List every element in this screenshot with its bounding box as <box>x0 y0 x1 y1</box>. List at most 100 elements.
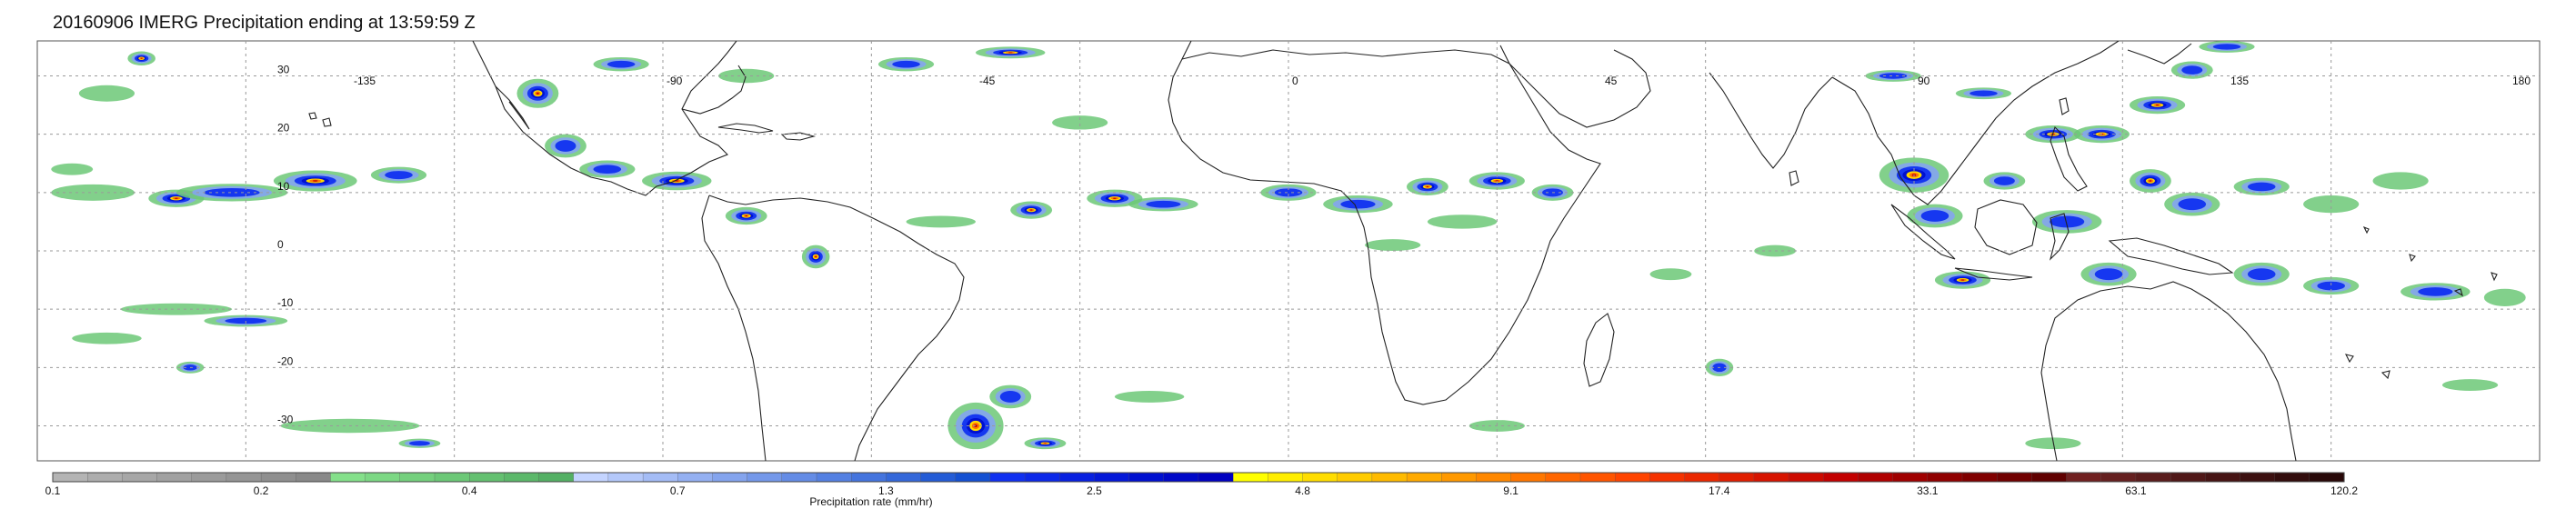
precip-cell-46 <box>2164 192 2220 216</box>
precip-cell-49 <box>2372 172 2429 190</box>
precip-cell-6 <box>78 85 135 102</box>
precip-cell-9 <box>545 134 586 158</box>
colorbar-swatch <box>989 472 1026 483</box>
precip-cell-35 <box>1983 172 2026 190</box>
precip-cell-39 <box>2170 61 2213 79</box>
graticule <box>37 41 2540 461</box>
precip-cell-5 <box>51 163 94 175</box>
colorbar-swatch <box>920 472 957 483</box>
colorbar-tick-label: 17.4 <box>1709 484 1730 497</box>
colorbar-swatch <box>2031 472 2068 483</box>
colorbar: 0.1 0.2 0.4 0.7 1.3 2.5 4.8 9.1 17.4 33.1 63.1 120.… <box>45 472 2358 508</box>
precip-cell-30 <box>1649 268 1692 281</box>
colorbar-tick-label: 0.7 <box>670 484 686 497</box>
colorbar-swatch <box>2135 472 2171 483</box>
precip-cell-12 <box>725 206 767 225</box>
precip-cell-1 <box>273 170 357 192</box>
precip-cell-16 <box>877 56 935 72</box>
colorbar-swatch <box>1892 472 1929 483</box>
colorbar-tick-label: 63.1 <box>2125 484 2147 497</box>
coastlines <box>308 41 2498 461</box>
precip-cell-19 <box>1087 189 1143 207</box>
colorbar-swatch <box>1510 472 1547 483</box>
colorbar-swatch <box>434 472 470 483</box>
page-title: 20160906 IMERG Precipitation ending at 1… <box>53 13 476 33</box>
precip-cell-11 <box>642 171 712 191</box>
colorbar-swatch <box>2100 472 2137 483</box>
colorbar-swatch <box>1927 472 1963 483</box>
colorbar-swatch <box>1233 472 1268 483</box>
colorbar-tick-label: 9.1 <box>1503 484 1519 497</box>
precip-cell-40 <box>2199 41 2255 53</box>
colorbar-swatch <box>52 472 88 483</box>
colorbar-swatch <box>1371 472 1408 483</box>
colorbar-swatch <box>1719 472 1755 483</box>
coastline-florida <box>681 65 747 115</box>
coastline-philippines <box>2050 125 2088 192</box>
colorbar-swatch <box>504 472 540 483</box>
latitude-labels: 30 20 10 0 -10 -20 -30 <box>277 64 294 426</box>
precip-cell-17 <box>976 46 1046 59</box>
longitude-label: -90 <box>667 75 683 87</box>
colorbar-swatch <box>365 472 401 483</box>
precipitation-layer <box>51 41 2526 450</box>
precip-cell-53 <box>2483 288 2526 306</box>
precip-cell-18 <box>1010 201 1053 219</box>
latitude-label: -20 <box>277 354 294 367</box>
colorbar-swatch <box>851 472 887 483</box>
colorbar-swatch <box>226 472 262 483</box>
precip-cell-41 <box>2129 169 2171 193</box>
colorbar-swatch <box>1615 472 1650 483</box>
colorbar-swatch <box>469 472 505 483</box>
colorbar-tick-label: 33.1 <box>1917 484 1939 497</box>
colorbar-swatch <box>1128 472 1165 483</box>
coastline-hawaii <box>308 112 332 127</box>
coastline-borneo <box>1974 199 2038 255</box>
coastline-se-asia <box>1831 41 2120 205</box>
precip-cell-63 <box>1114 391 1185 403</box>
precip-cell-25 <box>1406 177 1448 196</box>
longitude-label: 90 <box>1918 75 1930 87</box>
colorbar-swatch <box>2274 472 2310 483</box>
colorbar-swatch <box>2309 472 2345 483</box>
precip-cell-34 <box>1934 271 1991 289</box>
latitude-label: 0 <box>277 238 284 251</box>
colorbar-swatch <box>1823 472 1859 483</box>
colorbar-swatch <box>1788 472 1824 483</box>
colorbar-swatch <box>1059 472 1096 483</box>
longitude-label: -135 <box>354 75 376 87</box>
colorbar-swatch <box>1684 472 1720 483</box>
precip-cell-22 <box>1052 115 1108 130</box>
colorbar-swatch <box>1997 472 2032 483</box>
colorbar-tick-label: 1.3 <box>878 484 894 497</box>
coastline-pacific-islands <box>2344 225 2498 380</box>
coastline-north-america <box>472 41 737 196</box>
coastline-taiwan <box>2059 97 2070 115</box>
colorbar-swatch <box>607 472 644 483</box>
colorbar-tick-label: 2.5 <box>1087 484 1102 497</box>
precip-cell-28 <box>1427 215 1498 229</box>
colorbar-swatch <box>2066 472 2102 483</box>
colorbar-swatch <box>87 472 123 483</box>
precip-cell-33 <box>1907 204 1963 228</box>
precip-cell-23 <box>1260 184 1317 201</box>
coastline-india <box>1709 72 1833 169</box>
colorbar-frame <box>52 472 2345 483</box>
colorbar-swatch <box>781 472 817 483</box>
colorbar-swatch <box>2205 472 2241 483</box>
precip-cell-29 <box>1365 239 1421 252</box>
colorbar-swatch <box>2240 472 2276 483</box>
coastline-australia <box>2040 281 2297 461</box>
colorbar-swatch <box>156 472 193 483</box>
precip-cell-45 <box>2080 262 2137 286</box>
precip-cell-20 <box>1128 196 1198 212</box>
colorbar-swatch <box>1337 472 1373 483</box>
longitude-label: 135 <box>2230 75 2249 87</box>
precip-cell-56 <box>72 332 142 344</box>
coastline-africa <box>1168 41 1601 405</box>
colorbar-swatch <box>1579 472 1616 483</box>
precip-cell-54 <box>120 303 233 315</box>
colorbar-swatch <box>712 472 748 483</box>
colorbar-swatch <box>538 472 575 483</box>
